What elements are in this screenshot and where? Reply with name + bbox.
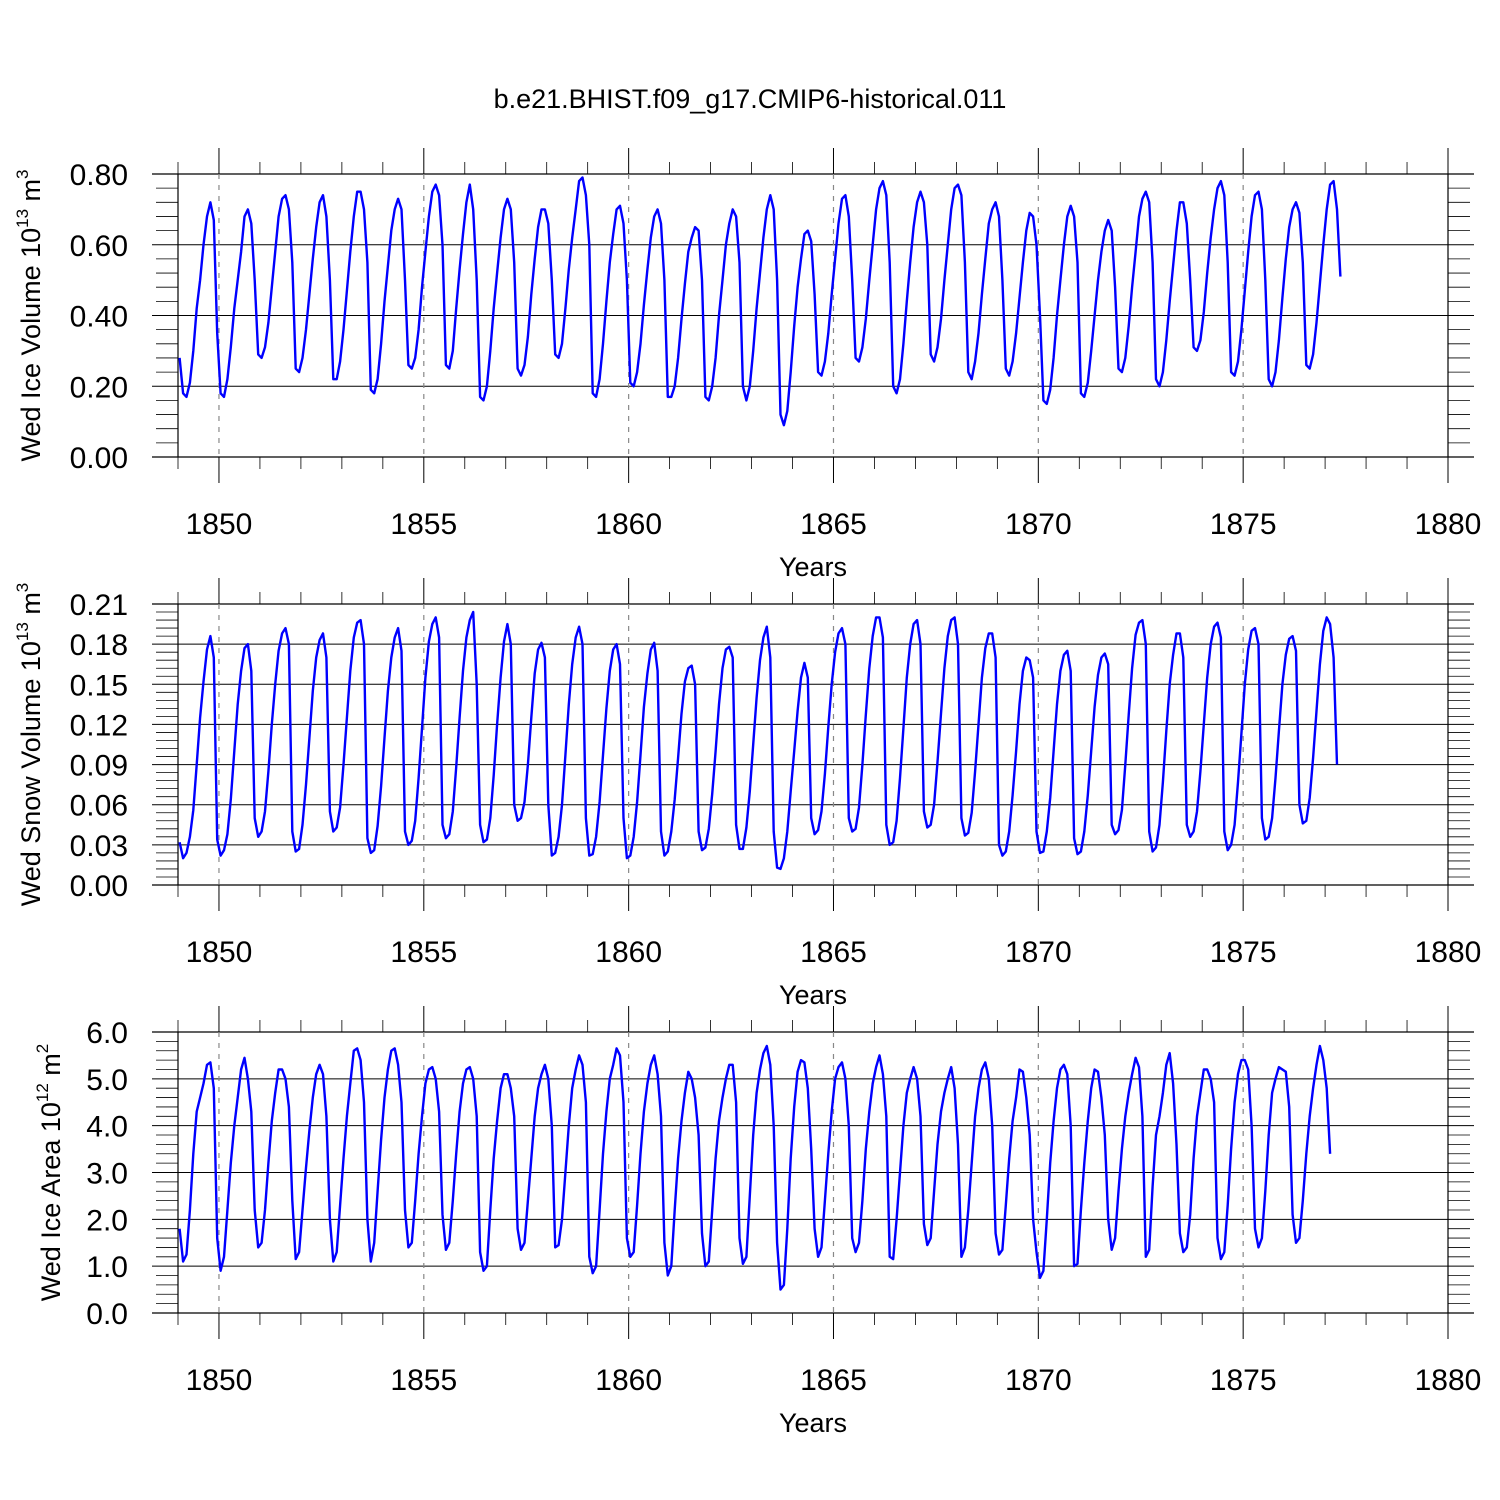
x-tick-label: 1875	[1210, 936, 1277, 969]
plot-panel-3: 0.0 1.0 2.0 3.0 4.0 5.0 6.0 1850 1855 1860 1865 187…	[33, 1006, 1481, 1438]
x-tick-label: 1870	[1005, 508, 1072, 541]
y-tick-label: 1.0	[86, 1251, 128, 1284]
y-tick-label: 0.40	[70, 301, 128, 334]
y-tick-label: 5.0	[86, 1064, 128, 1097]
y-tick-label: 0.60	[70, 230, 128, 263]
y-axis-label: Wed Ice Area 1012 m2	[33, 1044, 66, 1302]
y-tick-label: 0.12	[70, 709, 128, 742]
y-tick-label: 3.0	[86, 1158, 128, 1191]
x-axis-label: Years	[779, 980, 847, 1010]
x-tick-label: 1865	[800, 936, 867, 969]
x-tick-label: 1855	[390, 508, 457, 541]
x-tick-label: 1880	[1415, 508, 1482, 541]
x-tick-label: 1880	[1415, 1364, 1482, 1397]
x-tick-label: 1870	[1005, 936, 1072, 969]
x-tick-label: 1870	[1005, 1364, 1072, 1397]
x-axis-label: Years	[779, 1408, 847, 1438]
x-tick-label: 1860	[595, 936, 662, 969]
x-tick-label: 1855	[390, 1364, 457, 1397]
y-tick-label: 0.0	[86, 1298, 128, 1331]
y-tick-label: 0.18	[70, 629, 128, 662]
data-series-line	[178, 610, 1339, 871]
figure-title: b.e21.BHIST.f09_g17.CMIP6-historical.011	[493, 84, 1007, 114]
plot-panel-2: 0.00 0.03 0.06 0.09 0.12 0.15 0.18 0.21 1850 1855…	[13, 578, 1481, 1010]
x-tick-label: 1880	[1415, 936, 1482, 969]
data-series-line	[178, 176, 1342, 427]
y-tick-label: 0.80	[70, 159, 128, 192]
y-tick-label: 2.0	[86, 1204, 128, 1237]
y-tick-label: 0.20	[70, 371, 128, 404]
y-tick-label: 6.0	[86, 1017, 128, 1050]
plot-panel-1: 0.00 0.20 0.40 0.60 0.80 1850 1855 1860 1865 1870…	[13, 148, 1481, 582]
y-tick-label: 0.00	[70, 442, 128, 475]
x-tick-label: 1850	[186, 508, 253, 541]
y-tick-label: 0.09	[70, 750, 128, 783]
x-tick-label: 1875	[1210, 508, 1277, 541]
y-tick-label: 0.15	[70, 669, 128, 702]
x-axis-label: Years	[779, 552, 847, 582]
y-tick-label: 0.21	[70, 589, 128, 622]
y-tick-label: 0.03	[70, 830, 128, 863]
x-tick-label: 1860	[595, 1364, 662, 1397]
data-series-line	[178, 1044, 1332, 1291]
x-tick-label: 1865	[800, 508, 867, 541]
y-tick-label: 4.0	[86, 1111, 128, 1144]
x-tick-label: 1865	[800, 1364, 867, 1397]
y-tick-label: 0.00	[70, 870, 128, 903]
y-tick-label: 0.06	[70, 790, 128, 823]
x-tick-label: 1875	[1210, 1364, 1277, 1397]
y-axis-label: Wed Ice Volume 1013 m3	[13, 169, 46, 461]
y-axis-label: Wed Snow Volume 1013 m3	[13, 583, 46, 907]
x-tick-label: 1850	[186, 936, 253, 969]
x-tick-label: 1860	[595, 508, 662, 541]
x-tick-label: 1855	[390, 936, 457, 969]
x-tick-label: 1850	[186, 1364, 253, 1397]
